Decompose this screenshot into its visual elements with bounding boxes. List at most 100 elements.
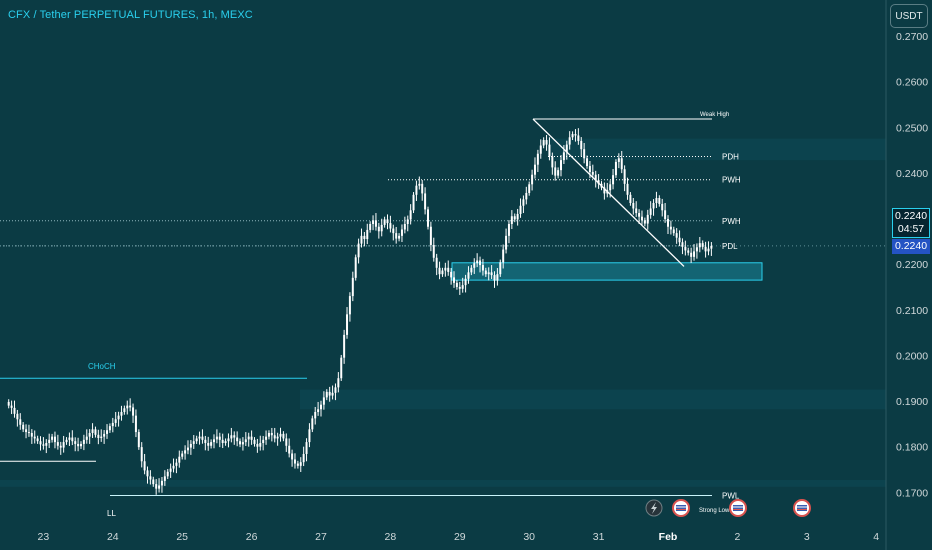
candle-body bbox=[288, 445, 291, 454]
demand-zone bbox=[0, 479, 886, 487]
candle bbox=[476, 253, 479, 268]
candle-body bbox=[65, 439, 68, 443]
candle bbox=[140, 442, 143, 468]
candle bbox=[106, 424, 109, 439]
candle-body bbox=[320, 404, 322, 410]
candle-body bbox=[322, 397, 325, 405]
candle bbox=[129, 398, 132, 412]
candle-body bbox=[282, 433, 285, 439]
candle bbox=[496, 268, 499, 286]
candle bbox=[658, 195, 661, 207]
candle-body bbox=[363, 235, 366, 240]
candle-body bbox=[221, 439, 224, 444]
candle bbox=[88, 429, 91, 444]
x-tick-label: 29 bbox=[454, 531, 466, 543]
candle-body bbox=[386, 219, 389, 224]
candle-body bbox=[244, 439, 247, 443]
currency-button[interactable]: USDT bbox=[890, 4, 928, 28]
candle bbox=[710, 242, 713, 256]
candle-body bbox=[247, 436, 250, 440]
candle bbox=[640, 210, 643, 226]
candle bbox=[293, 453, 296, 469]
candle bbox=[464, 274, 467, 293]
candle-body bbox=[548, 144, 551, 157]
candle-body bbox=[299, 462, 302, 466]
candle-body bbox=[71, 437, 74, 442]
candle-body bbox=[588, 166, 591, 172]
candle bbox=[82, 434, 85, 451]
candle-body bbox=[638, 213, 641, 217]
candle bbox=[681, 238, 684, 255]
candle bbox=[39, 436, 42, 451]
candle bbox=[146, 466, 149, 484]
candle bbox=[276, 432, 279, 446]
flag-icon-field bbox=[733, 505, 743, 511]
candle bbox=[539, 139, 542, 159]
candle-body bbox=[265, 436, 268, 440]
candle bbox=[22, 422, 25, 433]
candle bbox=[392, 224, 395, 241]
candle bbox=[652, 199, 655, 216]
candle-body bbox=[13, 407, 16, 414]
candle bbox=[597, 174, 600, 189]
candle-body bbox=[701, 243, 704, 247]
candle bbox=[453, 271, 456, 288]
x-tick-label: 28 bbox=[385, 531, 397, 543]
candle-body bbox=[455, 282, 458, 287]
candle bbox=[620, 150, 623, 174]
candle-body bbox=[256, 443, 259, 447]
candle bbox=[455, 280, 458, 290]
candle-body bbox=[184, 450, 187, 454]
demand-zone bbox=[451, 262, 763, 281]
candle-body bbox=[259, 443, 262, 447]
candle-body bbox=[270, 432, 273, 436]
candle bbox=[117, 411, 120, 427]
candle bbox=[221, 433, 224, 449]
candle-body bbox=[175, 462, 178, 466]
candle bbox=[583, 143, 586, 164]
candle-body bbox=[481, 265, 484, 271]
candle-body bbox=[597, 180, 600, 184]
candle-body bbox=[27, 432, 30, 434]
candle-body bbox=[652, 203, 655, 209]
candle-body bbox=[499, 262, 502, 275]
candle-body bbox=[120, 411, 123, 416]
candle bbox=[351, 271, 354, 302]
candle-body bbox=[276, 436, 279, 439]
candle bbox=[189, 440, 192, 455]
candle bbox=[586, 155, 589, 169]
candle bbox=[649, 201, 652, 219]
candle bbox=[94, 426, 97, 438]
level-label: PWH bbox=[722, 217, 741, 226]
candle-body bbox=[152, 479, 155, 485]
candle bbox=[224, 438, 227, 446]
candle bbox=[337, 372, 340, 393]
candle bbox=[256, 438, 259, 453]
candle-body bbox=[675, 233, 678, 238]
candle bbox=[56, 434, 59, 450]
candle bbox=[262, 435, 265, 451]
candle-body bbox=[438, 267, 441, 275]
candle bbox=[175, 458, 178, 474]
candle-body bbox=[473, 263, 476, 268]
candle-body bbox=[612, 175, 615, 185]
current-price-badge: 0.2240 04:57 bbox=[892, 208, 930, 238]
candle bbox=[695, 243, 698, 259]
candle-body bbox=[366, 229, 369, 240]
candle-body bbox=[490, 272, 493, 276]
candle-body bbox=[16, 413, 19, 420]
candle-body bbox=[68, 437, 71, 440]
candle-body bbox=[620, 158, 623, 170]
candle-body bbox=[314, 411, 317, 419]
candle-body bbox=[346, 314, 349, 335]
candle-body bbox=[354, 257, 357, 278]
candle-body bbox=[522, 199, 525, 206]
candle bbox=[285, 433, 288, 452]
candle bbox=[510, 210, 513, 230]
x-tick-label: 31 bbox=[593, 531, 605, 543]
candle bbox=[369, 221, 372, 233]
candle-body bbox=[189, 443, 192, 448]
candle-body bbox=[412, 194, 415, 211]
